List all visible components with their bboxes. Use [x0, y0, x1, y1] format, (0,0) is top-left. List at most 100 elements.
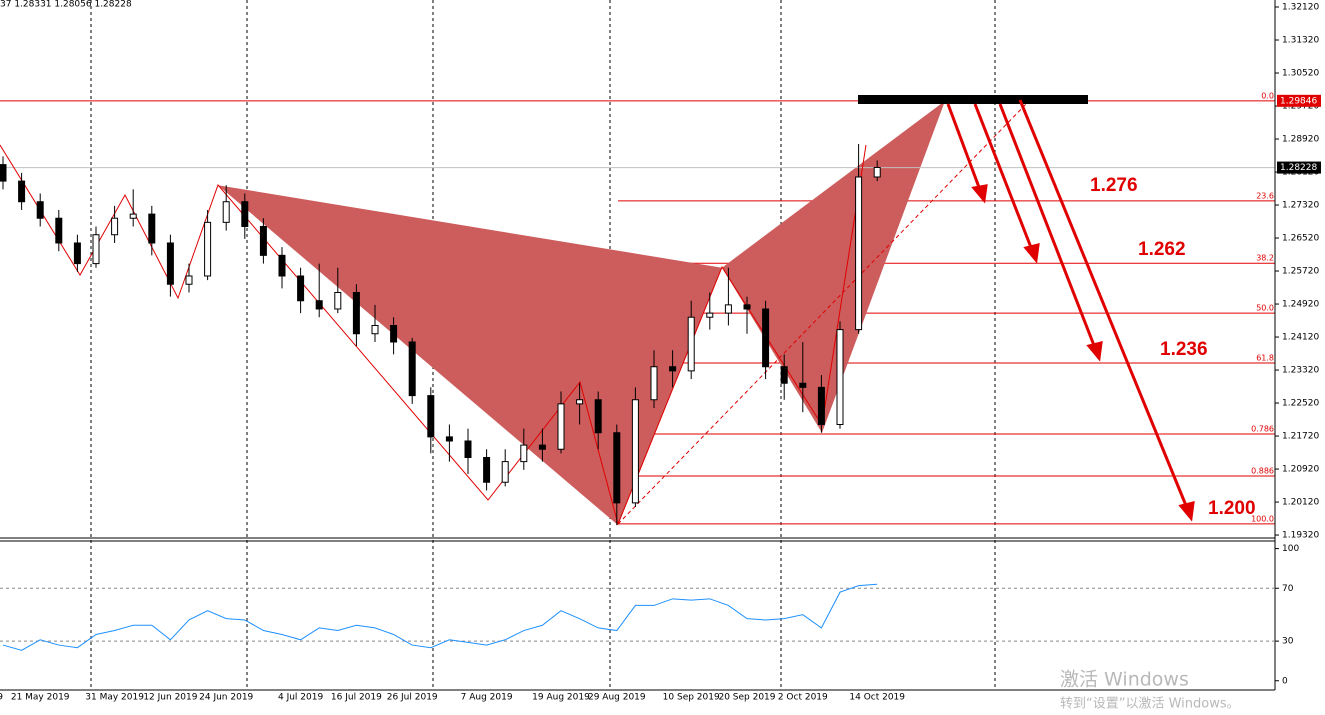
y-tick-label: 1.23320	[1282, 366, 1319, 376]
candle-body	[520, 444, 528, 463]
candle-body	[204, 221, 212, 277]
candles	[0, 143, 881, 526]
price-label-box	[1277, 161, 1321, 174]
y-tick-label: 1.20920	[1282, 465, 1319, 475]
price-label: 1.29846	[1280, 96, 1317, 106]
candle-body	[408, 341, 416, 397]
pattern-triangle	[722, 100, 945, 433]
candle-body	[315, 300, 323, 310]
candle-body	[799, 382, 807, 388]
candle-body	[445, 436, 453, 442]
x-tick-label: 24 Jun 2019	[199, 693, 253, 703]
y-tick-label: 30	[1282, 637, 1294, 647]
candle-body	[650, 366, 658, 401]
candle-body	[148, 213, 156, 244]
candle-body	[817, 386, 825, 425]
x-tick-label: 29 Aug 2019	[588, 693, 646, 703]
candle-body	[762, 308, 770, 368]
fib-label: 0.786	[1251, 424, 1274, 433]
x-tick-label: 7 Aug 2019	[461, 693, 513, 703]
candle-body	[483, 456, 491, 483]
arrow-head	[971, 184, 988, 204]
arrow	[998, 103, 1097, 349]
candle-body	[594, 399, 602, 434]
candle-body	[557, 403, 565, 450]
x-tick-label: 20 Sep 2019	[718, 693, 775, 703]
y-tick-label: 1.24920	[1282, 300, 1319, 310]
arrow-head	[1178, 501, 1195, 522]
candle-body	[613, 432, 621, 504]
candle-body	[538, 444, 546, 450]
fib-label: 0.886	[1251, 467, 1274, 476]
arrow	[946, 103, 982, 191]
y-tick-label: 0	[1282, 676, 1288, 686]
axis-bg	[1275, 0, 1325, 711]
candle-body	[724, 304, 732, 314]
candle-body	[576, 399, 584, 405]
zigzag	[0, 144, 867, 526]
x-tick-label: 9	[0, 693, 3, 703]
y-tick-label: 1.24120	[1282, 333, 1319, 343]
candle-body	[687, 316, 695, 372]
candle-body	[111, 217, 119, 236]
y-tick-label: 1.21720	[1282, 432, 1319, 442]
candle-body	[0, 164, 7, 182]
y-tick-label: 1.30520	[1282, 69, 1319, 79]
price-label: 1.28228	[1280, 163, 1317, 173]
candle-body	[743, 304, 751, 310]
candle-body	[166, 242, 174, 285]
y-tick-label: 1.25720	[1282, 267, 1319, 277]
candle-body	[390, 324, 398, 343]
fib-label: 38.2	[1256, 254, 1274, 263]
x-tick-label: 19 Aug 2019	[532, 693, 590, 703]
arrow-head	[1086, 341, 1103, 362]
fib-label: 0.0	[1261, 91, 1274, 100]
x-tick-label: 12 Jun 2019	[143, 693, 197, 703]
price-label-box	[1277, 94, 1321, 107]
dashed-trend	[617, 99, 1031, 525]
target-zone	[858, 95, 1088, 104]
x-tick-label: 31 May 2019	[85, 693, 144, 703]
candle-body	[352, 291, 360, 335]
candle-body	[73, 242, 81, 265]
y-tick-label: 1.22520	[1282, 399, 1319, 409]
x-tick-label: 26 Jul 2019	[387, 693, 438, 703]
y-tick-label: 100	[1282, 544, 1299, 554]
candle-body	[855, 176, 863, 331]
x-tick-label: 2 Oct 2019	[778, 693, 828, 703]
x-tick-label: 14 Oct 2019	[849, 693, 905, 703]
candle-body	[371, 324, 379, 335]
y-tick-label: 1.31320	[1282, 36, 1319, 46]
pattern-triangle	[218, 185, 722, 526]
candle-body	[55, 217, 63, 244]
annotation: 1.236	[1160, 339, 1208, 360]
fib-label: 50.0	[1256, 304, 1274, 313]
fib-label: 100.0	[1251, 514, 1274, 523]
y-tick-label: 1.32120	[1282, 3, 1319, 13]
candle-body	[241, 201, 249, 227]
candle-body	[427, 395, 435, 438]
candle-body	[780, 366, 788, 384]
candle-body	[36, 201, 44, 219]
y-tick-label: 1.19320	[1282, 531, 1319, 541]
y-tick-label: 70	[1282, 584, 1294, 594]
fib-label: 23.6	[1256, 191, 1274, 200]
annotation: 1.276	[1090, 175, 1138, 196]
candle-body	[185, 275, 193, 285]
candle-body	[873, 166, 881, 178]
candle-body	[222, 201, 230, 223]
watermark: 激活 Windows	[1060, 669, 1189, 691]
y-tick-label: 1.28920	[1282, 135, 1319, 145]
rsi-line	[2, 583, 878, 651]
arrow-head	[1023, 243, 1040, 264]
arrow	[1018, 99, 1189, 509]
x-tick-label: 16 Jul 2019	[331, 693, 382, 703]
candle-body	[129, 213, 137, 219]
candle-body	[631, 399, 639, 504]
candle-body	[278, 254, 286, 277]
x-tick-label: 4 Jul 2019	[278, 693, 323, 703]
candle-body	[464, 440, 472, 458]
candle-body	[706, 312, 714, 318]
x-tick-label: 10 Sep 2019	[663, 693, 720, 703]
